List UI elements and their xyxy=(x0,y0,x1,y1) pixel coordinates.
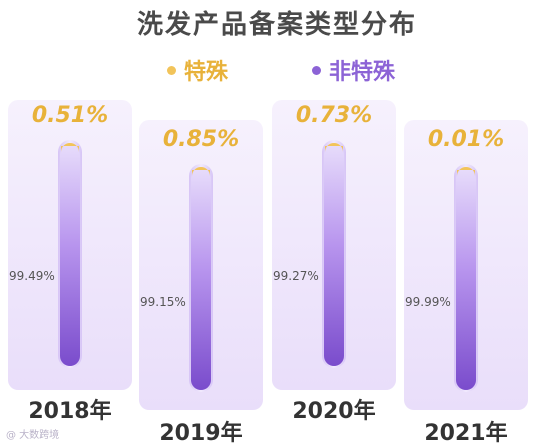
bar-nonspecial xyxy=(324,145,344,366)
category-label: 2020年 xyxy=(292,398,375,424)
label-special: 0.01% xyxy=(428,127,504,152)
bar-nonspecial xyxy=(60,145,80,366)
legend-item-nonspecial: 非特殊 xyxy=(312,54,395,86)
bar-special xyxy=(61,143,79,152)
label-special: 0.85% xyxy=(163,127,239,152)
category-label: 2019年 xyxy=(159,420,242,446)
bar-special xyxy=(325,143,343,152)
label-special: 0.73% xyxy=(296,103,372,128)
legend-label-nonspecial: 非特殊 xyxy=(329,60,396,85)
legend-label-special: 特殊 xyxy=(184,60,229,85)
label-nonspecial: 99.27% xyxy=(273,269,319,283)
category-label: 2018年 xyxy=(28,398,111,424)
legend: 特殊 非特殊 xyxy=(0,54,554,86)
label-nonspecial: 99.15% xyxy=(140,295,186,309)
label-special: 0.51% xyxy=(32,103,108,128)
bar-nonspecial xyxy=(456,169,476,390)
legend-item-special: 特殊 xyxy=(167,54,228,86)
legend-dot-special xyxy=(167,65,176,75)
bar-special xyxy=(192,167,210,176)
legend-dot-nonspecial xyxy=(312,65,321,75)
bar-special xyxy=(457,167,475,176)
label-nonspecial: 99.49% xyxy=(9,269,55,283)
bar-nonspecial xyxy=(191,169,211,390)
chart-title: 洗发产品备案类型分布 xyxy=(136,10,417,40)
watermark: @ 大数跨境 xyxy=(6,430,60,441)
label-nonspecial: 99.99% xyxy=(405,295,451,309)
category-label: 2021年 xyxy=(424,420,507,446)
